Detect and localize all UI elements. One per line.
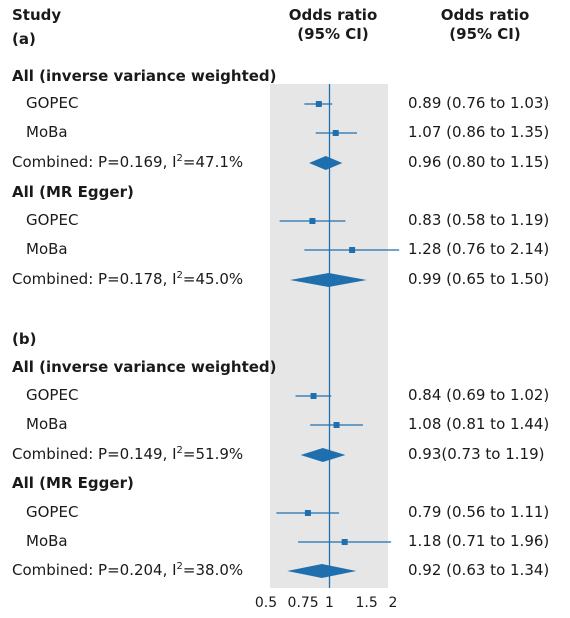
x-tick-label: 2 xyxy=(389,595,398,611)
study-name: MoBa xyxy=(26,123,68,141)
study-name: MoBa xyxy=(26,240,68,258)
combined-diamond xyxy=(290,273,367,287)
i-squared-value: =38.0% xyxy=(182,561,244,579)
combined-ci-text: 0.99 (0.65 to 1.50) xyxy=(408,270,550,288)
combined-label: Combined: P=0.149, I2=51.9% xyxy=(12,445,243,463)
combined-diamond xyxy=(309,156,343,170)
i-squared-value: =45.0% xyxy=(182,270,244,288)
point-estimate xyxy=(310,393,317,399)
combined-label: Combined: P=0.178, I2=45.0% xyxy=(12,270,243,288)
combined-ci-text: 0.93(0.73 to 1.19) xyxy=(408,445,545,463)
point-estimate xyxy=(309,218,316,224)
study-name: GOPEC xyxy=(26,503,79,521)
study-ci-text: 1.18 (0.71 to 1.96) xyxy=(408,532,550,550)
study-ci-text: 0.89 (0.76 to 1.03) xyxy=(408,94,550,112)
i-squared-value: =47.1% xyxy=(182,153,244,171)
group-title: All (inverse variance weighted) xyxy=(12,358,277,376)
combined-ci-text: 0.92 (0.63 to 1.34) xyxy=(408,561,550,579)
x-tick-label: 0.5 xyxy=(255,595,277,611)
point-estimate xyxy=(304,510,311,516)
combined-label-text: Combined: P=0.149, I xyxy=(12,445,177,463)
x-tick-label: 1.5 xyxy=(356,595,378,611)
group-title: All (inverse variance weighted) xyxy=(12,67,277,85)
study-header: Study xyxy=(12,6,62,24)
group-title: All (MR Egger) xyxy=(12,474,134,492)
study-name: GOPEC xyxy=(26,386,79,404)
i-squared-superscript: 2 xyxy=(176,445,183,456)
study-name: GOPEC xyxy=(26,94,79,112)
panel-label: (a) xyxy=(12,30,36,48)
or-ci-header: Odds ratio (95% CI) xyxy=(440,6,530,43)
i-squared-superscript: 2 xyxy=(176,561,183,572)
panel-label: (b) xyxy=(12,330,37,348)
point-estimate xyxy=(332,130,339,136)
or-plot-header: Odds ratio (95% CI) xyxy=(288,6,378,43)
study-name: MoBa xyxy=(26,532,68,550)
combined-diamond xyxy=(300,448,346,462)
combined-label: Combined: P=0.204, I2=38.0% xyxy=(12,561,243,579)
study-ci-text: 0.84 (0.69 to 1.02) xyxy=(408,386,550,404)
point-estimate xyxy=(341,539,348,545)
i-squared-value: =51.9% xyxy=(182,445,244,463)
i-squared-superscript: 2 xyxy=(176,153,183,164)
study-ci-text: 1.08 (0.81 to 1.44) xyxy=(408,415,550,433)
study-name: GOPEC xyxy=(26,211,79,229)
combined-label: Combined: P=0.169, I2=47.1% xyxy=(12,153,243,171)
combined-ci-text: 0.96 (0.80 to 1.15) xyxy=(408,153,550,171)
x-tick-label: 0.75 xyxy=(288,595,319,611)
point-estimate xyxy=(333,422,340,428)
point-estimate xyxy=(315,101,322,107)
combined-label-text: Combined: P=0.178, I xyxy=(12,270,177,288)
study-name: MoBa xyxy=(26,415,68,433)
group-title: All (MR Egger) xyxy=(12,183,134,201)
study-ci-text: 1.28 (0.76 to 2.14) xyxy=(408,240,550,258)
study-ci-text: 1.07 (0.86 to 1.35) xyxy=(408,123,550,141)
x-tick-label: 1 xyxy=(325,595,334,611)
point-estimate xyxy=(349,247,356,253)
combined-diamond xyxy=(287,564,357,578)
combined-label-text: Combined: P=0.204, I xyxy=(12,561,177,579)
i-squared-superscript: 2 xyxy=(176,270,183,281)
combined-label-text: Combined: P=0.169, I xyxy=(12,153,177,171)
study-ci-text: 0.79 (0.56 to 1.11) xyxy=(408,503,550,521)
study-ci-text: 0.83 (0.58 to 1.19) xyxy=(408,211,550,229)
